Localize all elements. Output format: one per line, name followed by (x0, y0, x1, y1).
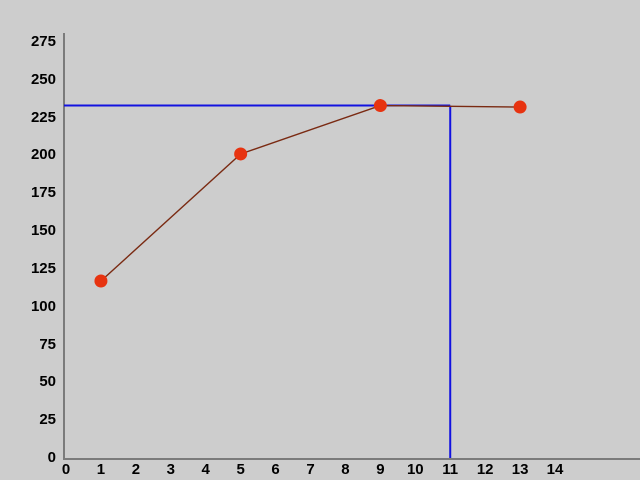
x-tick-label: 6 (271, 461, 280, 478)
x-tick-label: 8 (341, 461, 350, 478)
y-tick-label: 125 (30, 259, 56, 277)
x-tick-label: 2 (131, 461, 141, 478)
x-tick-label: 14 (546, 461, 564, 478)
y-tick-label: 0 (47, 449, 56, 466)
y-tick-label: 50 (39, 373, 56, 391)
x-tick-label: 10 (406, 461, 424, 478)
y-tick-label: 100 (30, 297, 56, 315)
x-tick-label: 13 (511, 461, 529, 478)
y-tick-label: 25 (39, 411, 56, 429)
x-tick-label: 3 (166, 461, 175, 478)
y-tick-label: 225 (30, 108, 56, 126)
x-tick-label: 5 (236, 461, 245, 478)
x-tick-label: 4 (201, 461, 210, 478)
y-tick-label: 275 (30, 33, 56, 50)
x-tick-label: 0 (61, 461, 71, 478)
y-tick-label: 150 (30, 222, 56, 240)
data-point (234, 147, 248, 161)
y-tick-label: 175 (30, 184, 56, 202)
data-point (373, 99, 387, 113)
data-point (94, 274, 108, 288)
x-tick-label: 9 (376, 461, 385, 478)
y-tick-label: 200 (30, 146, 56, 164)
x-tick-label: 12 (476, 461, 494, 478)
y-tick-label: 75 (39, 335, 56, 353)
x-tick-label: 1 (96, 461, 106, 478)
data-line (100, 104, 521, 282)
x-tick-label: 7 (306, 461, 315, 478)
y-tick-label: 250 (30, 70, 56, 88)
data-point (513, 100, 527, 114)
x-tick-label: 11 (442, 461, 459, 478)
